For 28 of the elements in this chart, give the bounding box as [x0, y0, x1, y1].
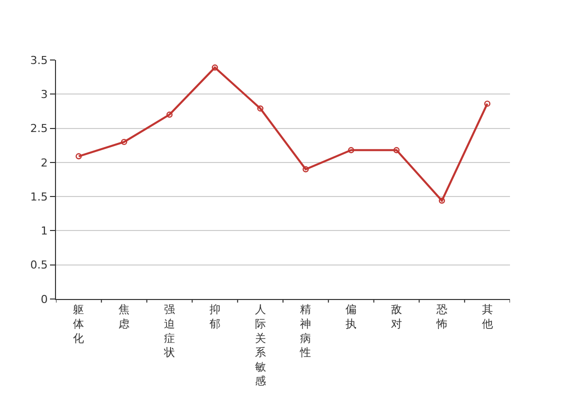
x-tick-label: 恐怖	[435, 303, 448, 330]
point	[76, 153, 82, 160]
y-tick-label: 0.5	[30, 258, 48, 272]
x-tick-label: 精神病性	[299, 303, 312, 360]
y-tick-label: 1	[40, 224, 48, 238]
x-tick-label: 偏执	[346, 303, 357, 330]
y-tick-label: 1.5	[30, 190, 48, 204]
point	[393, 147, 400, 154]
point	[348, 147, 354, 154]
point	[302, 166, 309, 172]
x-tick-label: 焦虑	[118, 303, 130, 330]
point	[212, 64, 218, 71]
point	[257, 105, 264, 112]
y-tick-label: 3.5	[30, 54, 48, 67]
y-tick-label: 0	[40, 292, 48, 306]
y-tick-label: 2	[40, 156, 48, 170]
point	[166, 112, 173, 118]
point	[121, 138, 128, 146]
point	[484, 100, 490, 107]
x-tick-label: 其他	[482, 303, 493, 330]
x-tick-label: 人际关系敏感	[254, 303, 266, 388]
y-tick-label: 3	[40, 88, 48, 101]
x-tick-label: 抑郁	[209, 303, 220, 330]
x-tick-label: 敌对	[391, 303, 402, 330]
x-tick-label: 强迫症状	[163, 303, 175, 360]
y-tick-label: 2.5	[30, 122, 48, 136]
point	[438, 198, 445, 204]
x-tick-label: 躯体化	[73, 303, 84, 345]
